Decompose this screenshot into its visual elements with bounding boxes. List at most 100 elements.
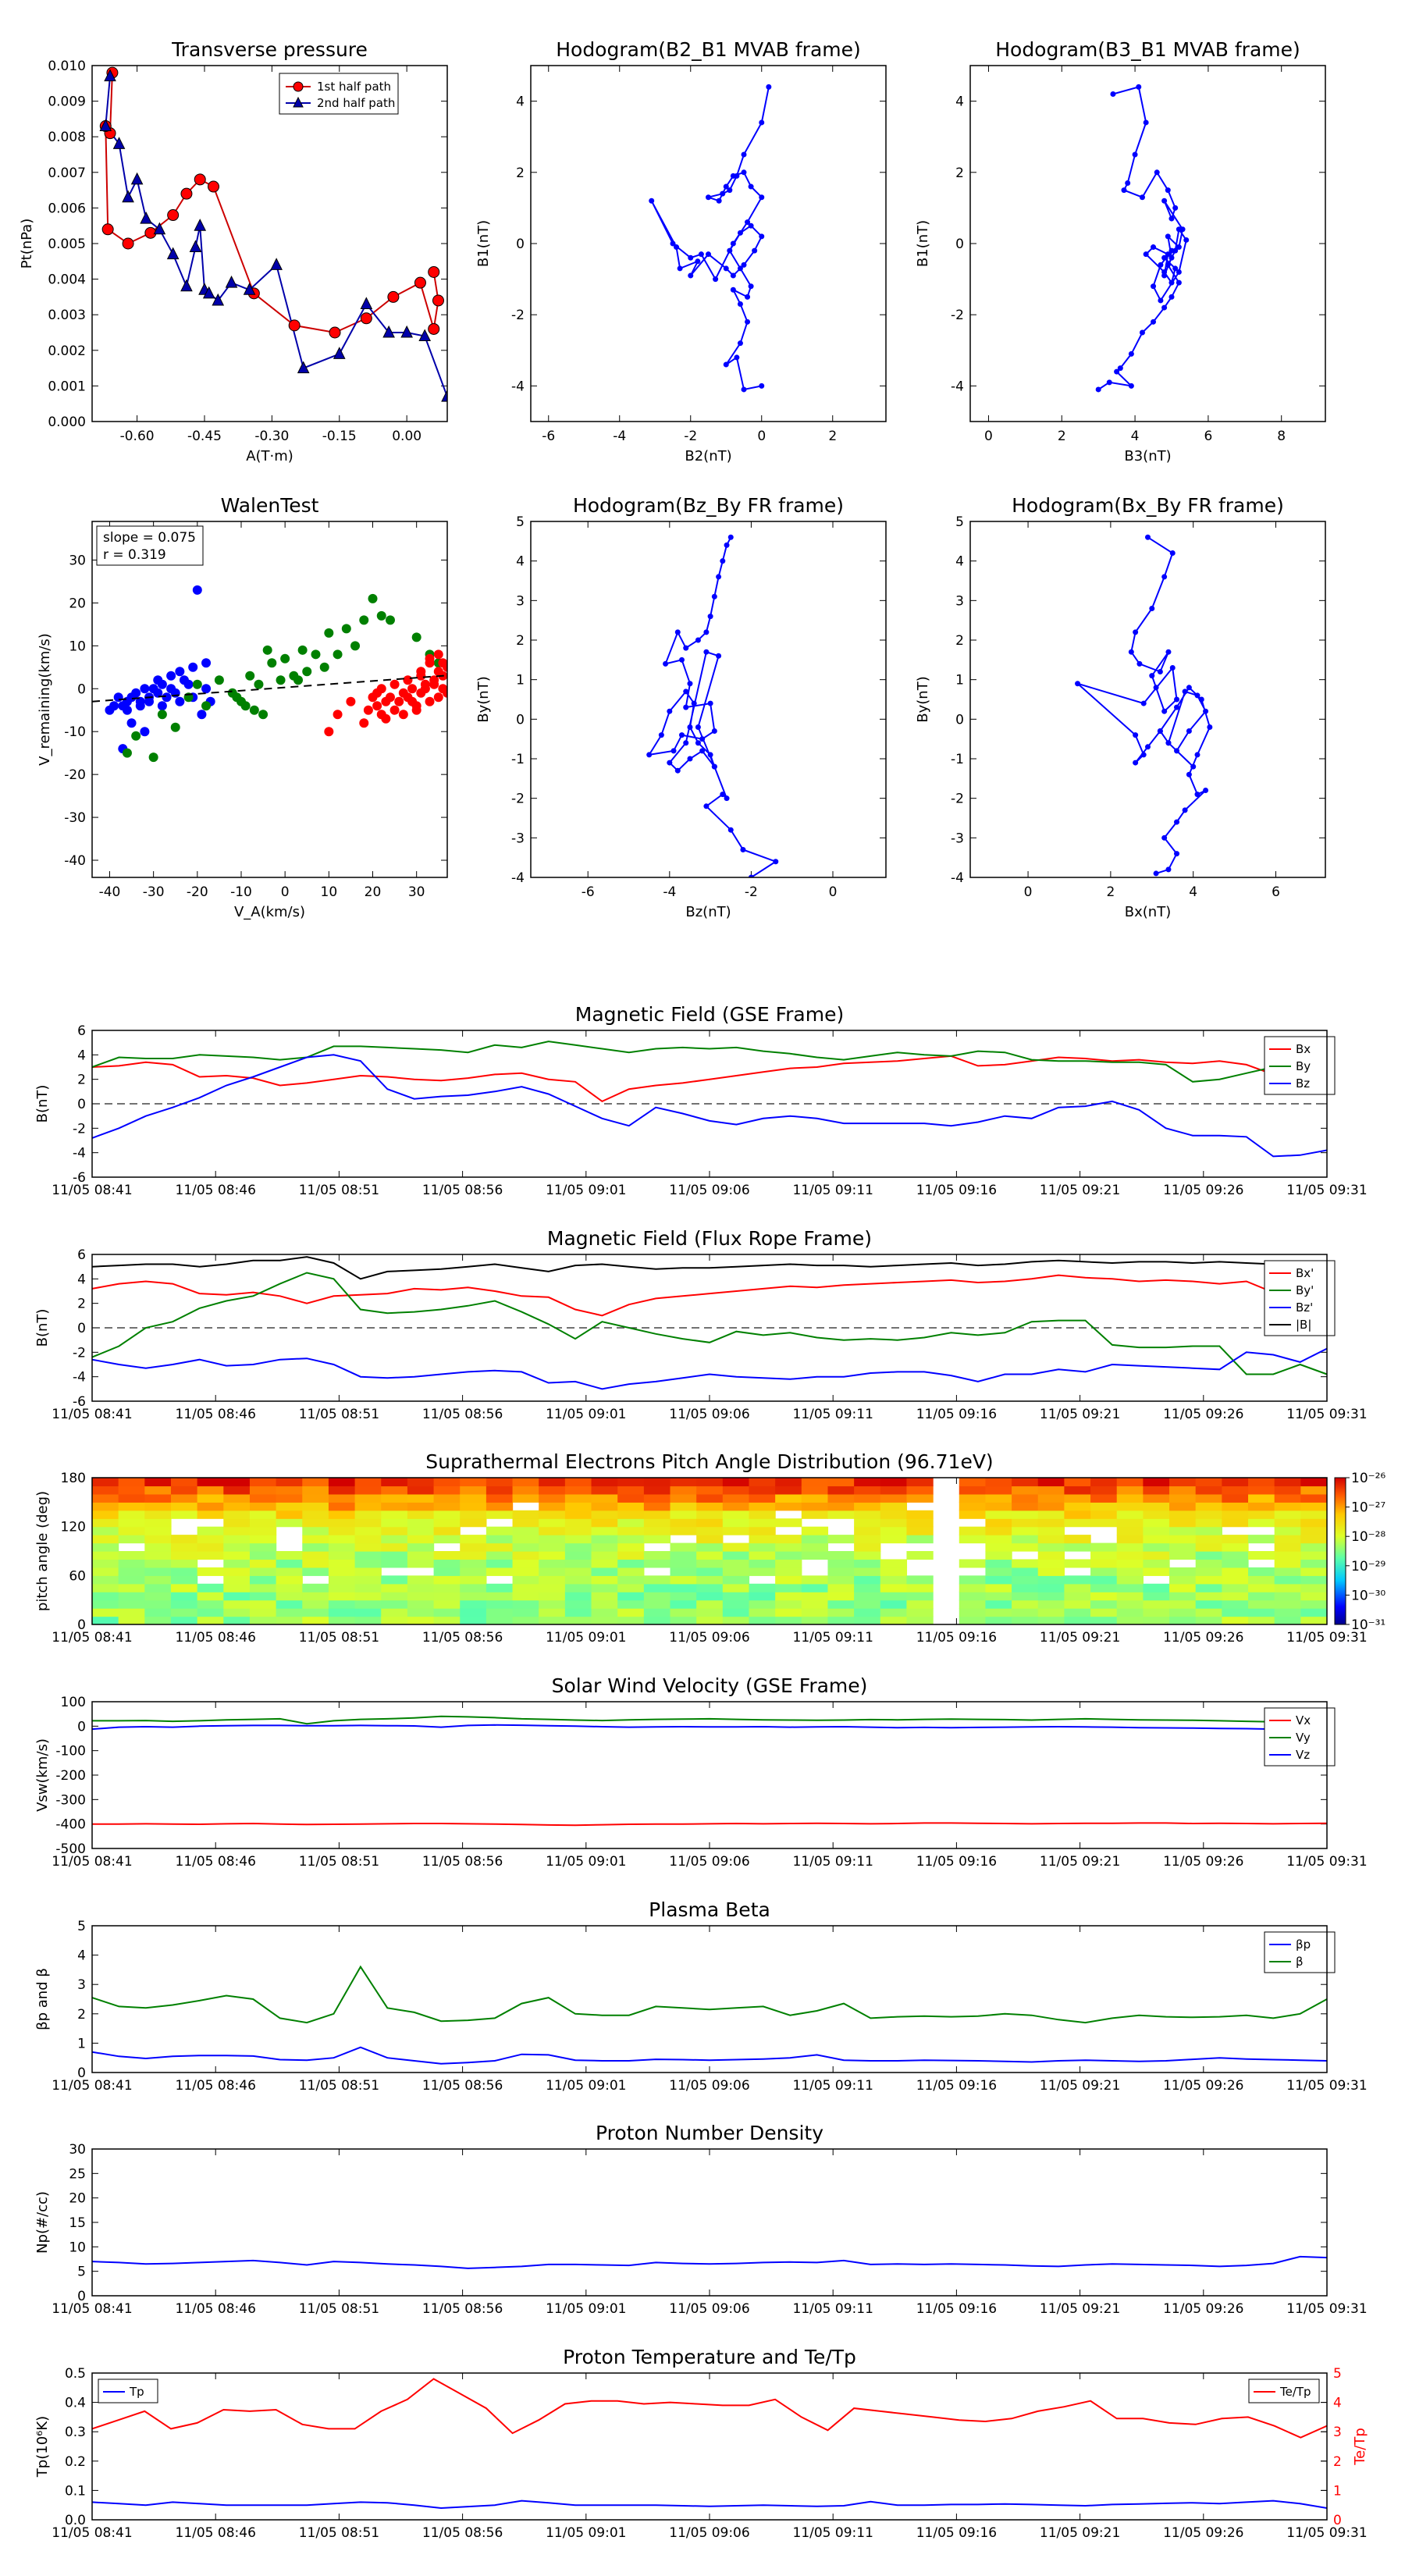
scatter-point-red: [376, 684, 386, 694]
heatmap-cell: [276, 1551, 303, 1560]
heatmap-cell: [1143, 1559, 1170, 1568]
hodogram-point: [1186, 685, 1192, 691]
hodogram-point: [1165, 866, 1172, 873]
x-tick-label: 11/05 08:51: [299, 2525, 379, 2541]
heatmap-cell: [985, 1510, 1012, 1519]
heatmap-cell: [1116, 1478, 1144, 1487]
hodogram-point: [766, 84, 772, 90]
chart-vel: Solar Wind Velocity (GSE Frame) Vsw(km/s)…: [34, 1674, 1368, 1870]
heatmap-cell: [539, 1599, 566, 1609]
heatmap-cell: [722, 1542, 750, 1552]
heatmap-cell: [512, 1608, 539, 1617]
scatter-point-blue: [109, 701, 119, 711]
legend-label: β: [1296, 1955, 1304, 1969]
scatter-point-red: [324, 727, 334, 737]
heatmap-cell: [696, 1599, 724, 1609]
heatmap-cell: [775, 1575, 802, 1585]
heatmap-cell: [643, 1583, 671, 1592]
heatmap-cell: [223, 1551, 251, 1560]
heatmap-cell: [1012, 1526, 1039, 1535]
heatmap-cell: [1090, 1510, 1118, 1519]
hodogram-point: [730, 272, 736, 279]
heatmap-cell: [564, 1526, 592, 1535]
heatmap-cell: [486, 1567, 514, 1576]
heatmap-cell: [276, 1502, 303, 1511]
legend-label: By': [1296, 1283, 1314, 1297]
heatmap-cell: [1274, 1616, 1301, 1624]
plot-frame: [91, 521, 448, 878]
hodogram-point: [1158, 262, 1164, 268]
heatmap-cell: [985, 1599, 1012, 1609]
heatmap-cell: [722, 1518, 750, 1528]
plot-area: [649, 84, 772, 393]
plot-area: [92, 585, 447, 763]
heatmap-cell: [407, 1526, 435, 1535]
legend-label: βp: [1296, 1937, 1311, 1952]
heatmap-cell: [696, 1518, 724, 1528]
chart-h3: Hodogram(Bz_By FR frame) Bz(nT) By(nT) -6 -4…: [475, 494, 887, 920]
heatmap-cell: [775, 1535, 802, 1544]
hodogram-point: [1136, 660, 1143, 667]
heatmap-cell: [539, 1526, 566, 1535]
heatmap-cell: [328, 1583, 356, 1592]
heatmap-cell: [1222, 1616, 1249, 1624]
legend-label: Bz: [1296, 1076, 1310, 1091]
heatmap-cell: [775, 1502, 802, 1511]
heatmap-cell: [539, 1559, 566, 1568]
heatmap-cell: [354, 1599, 382, 1609]
chart-h1: Hodogram(B2_B1 MVAB frame) B2(nT) B1(nT) -6…: [475, 38, 887, 464]
chart-title: Hodogram(B2_B1 MVAB frame): [556, 38, 861, 61]
heatmap-cell: [906, 1583, 934, 1592]
heatmap-cell: [1274, 1551, 1301, 1560]
legend-box: [1264, 1931, 1336, 1973]
x-tick-label: 11/05 09:11: [793, 2525, 873, 2541]
heatmap-cell: [670, 1518, 697, 1528]
scatter-point-red: [425, 653, 435, 664]
heatmap-cell: [1274, 1510, 1301, 1519]
x-tick-label: 11/05 09:26: [1163, 2525, 1243, 2541]
y-tick-label: 4: [955, 554, 964, 570]
heatmap-cell: [1116, 1608, 1144, 1617]
x-tick-label: 11/05 09:21: [1040, 1854, 1120, 1870]
heatmap-cell: [880, 1583, 908, 1592]
scatter-point-red: [433, 692, 443, 703]
heatmap-cell: [564, 1485, 592, 1495]
heatmap-cell: [381, 1542, 408, 1552]
heatmap-cell: [539, 1608, 566, 1617]
heatmap-cell: [539, 1502, 566, 1511]
hodogram-point: [707, 614, 713, 620]
scatter-point-blue: [113, 692, 123, 703]
heatmap-cell: [827, 1559, 855, 1568]
chart-title: Hodogram(B3_B1 MVAB frame): [995, 38, 1300, 61]
hodogram-point: [1161, 197, 1168, 204]
heatmap-cell: [959, 1599, 987, 1609]
heatmap-cell: [249, 1559, 277, 1568]
heatmap-cell: [854, 1608, 881, 1617]
heatmap-cell: [1116, 1542, 1144, 1552]
heatmap-cell: [197, 1616, 224, 1624]
heatmap-cell: [959, 1478, 987, 1487]
heatmap-cell: [223, 1478, 251, 1487]
heatmap-cell: [170, 1493, 198, 1503]
hodogram-point: [687, 681, 693, 687]
y-tick-label: 0.002: [48, 343, 86, 359]
hodogram-point: [646, 752, 653, 758]
y-tick-label: 2: [77, 1073, 86, 1088]
heatmap-cell: [1012, 1518, 1039, 1528]
hodogram-point: [711, 593, 717, 600]
x-tick-label: 11/05 09:21: [1040, 2525, 1120, 2541]
x-tick-label: -40: [99, 884, 121, 900]
hodogram-point: [745, 318, 751, 325]
hodogram-point: [1153, 685, 1159, 691]
heatmap-cell: [1143, 1599, 1170, 1609]
hodogram-point: [745, 219, 751, 226]
heatmap-cell: [1195, 1583, 1222, 1592]
y-axis-label: V_remaining(km/s): [37, 633, 53, 766]
heatmap-cell: [486, 1583, 514, 1592]
heatmap-cell: [827, 1599, 855, 1609]
y-tick-label: -1: [951, 752, 964, 767]
x-tick-label: 11/05 08:46: [176, 1183, 256, 1198]
y-tick-label: 0.004: [48, 272, 86, 288]
heatmap-cell: [1037, 1599, 1065, 1609]
scatter-point-green: [254, 679, 264, 689]
